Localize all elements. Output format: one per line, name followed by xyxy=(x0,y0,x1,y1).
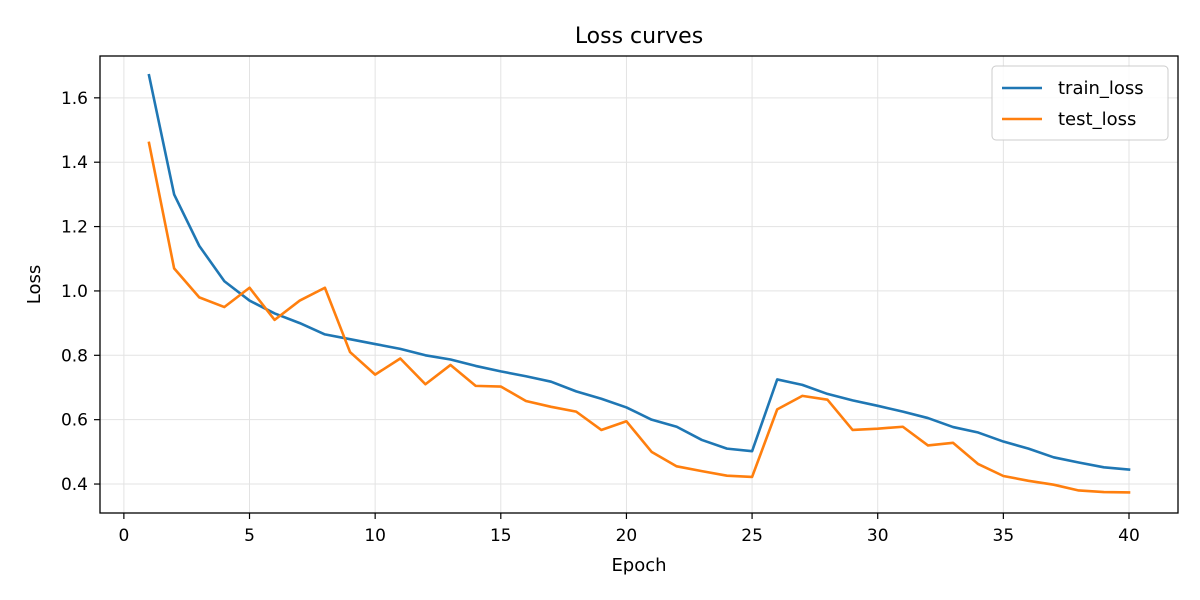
x-tick-label: 0 xyxy=(118,526,129,546)
y-tick-label: 1.0 xyxy=(61,282,88,302)
y-axis-label: Loss xyxy=(24,265,45,304)
x-tick-label: 20 xyxy=(616,526,638,546)
x-tick-label: 10 xyxy=(364,526,386,546)
legend-entry-label: train_loss xyxy=(1058,78,1144,99)
legend-box xyxy=(991,65,1169,141)
x-tick-label: 30 xyxy=(867,526,889,546)
x-tick-label: 35 xyxy=(993,526,1015,546)
plot-frame xyxy=(99,55,1179,514)
legend-entry-label: test_loss xyxy=(1058,109,1136,130)
y-tick-label: 1.6 xyxy=(61,89,88,109)
x-tick-label: 15 xyxy=(490,526,512,546)
y-tick-label: 0.8 xyxy=(61,346,88,366)
series-line-train-loss xyxy=(147,73,1131,471)
chart-title: Loss curves xyxy=(575,24,703,49)
series-line-test-loss xyxy=(147,141,1131,494)
y-tick-label: 0.4 xyxy=(61,475,88,495)
series-layer xyxy=(147,73,1131,494)
x-tick-label: 40 xyxy=(1118,526,1140,546)
x-tick-label: 25 xyxy=(741,526,763,546)
y-tick-label: 1.4 xyxy=(61,153,88,173)
y-tick-label: 1.2 xyxy=(61,218,88,238)
y-tick-label: 0.6 xyxy=(61,411,88,431)
x-tick-label: 5 xyxy=(244,526,255,546)
ticks-layer: 0 5 10 15 20 25 30 35 40 0.4 0.6 0.8 1.0 1.2 1.4 1.6 xyxy=(61,89,1140,546)
x-axis-label: Epoch xyxy=(611,555,666,576)
legend: train_loss test_loss xyxy=(991,65,1169,141)
